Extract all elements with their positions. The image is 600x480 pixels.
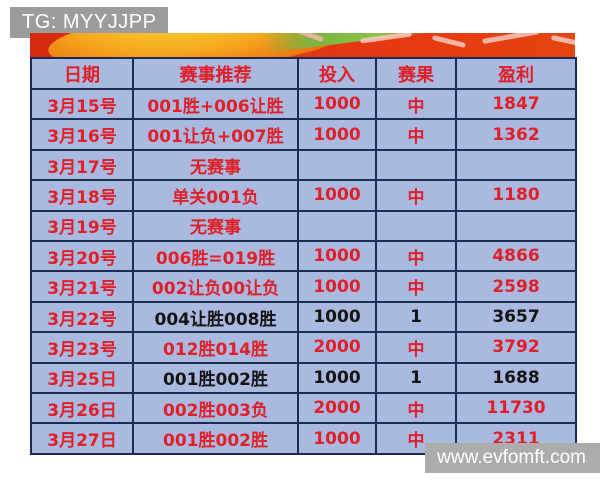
recommendation-cell: 001胜+006让胜 [132, 87, 299, 121]
result-cell: 1 [375, 300, 457, 334]
stake-cell: 1000 [297, 361, 377, 395]
stake-cell: 2000 [297, 331, 377, 364]
recommendation-cell: 001胜002胜 [132, 422, 299, 455]
result-cell: 中 [375, 331, 457, 364]
watermark-url: www.evfomft.com [425, 443, 600, 473]
stake-cell [297, 209, 377, 243]
table-row: 3月16号 001让负+007胜 1000 中 1362 [30, 118, 577, 151]
date-cell: 3月21号 [30, 270, 134, 303]
result-cell: 中 [375, 270, 457, 303]
table-row: 3月23号 012胜014胜 2000 中 3792 [30, 331, 577, 364]
table-row: 3月26日 002胜003负 2000 中 11730 [30, 392, 577, 425]
result-cell: 中 [375, 87, 457, 121]
header-recommendation: 赛事推荐 [132, 57, 299, 90]
profit-cell: 3792 [455, 331, 577, 364]
stake-cell: 1000 [297, 118, 377, 151]
stake-cell: 1000 [297, 422, 377, 455]
recommendation-cell: 无赛事 [132, 209, 299, 243]
table-row: 3月22号 004让胜008胜 1000 1 3657 [30, 300, 577, 334]
profit-cell [455, 209, 577, 243]
header-stake: 投入 [297, 57, 377, 90]
date-cell: 3月15号 [30, 87, 134, 121]
header-date: 日期 [30, 57, 134, 90]
result-cell: 中 [375, 240, 457, 273]
table-row: 3月20号 006胜=019胜 1000 中 4866 [30, 240, 577, 273]
recommendation-cell: 001让负+007胜 [132, 118, 299, 151]
result-cell: 中 [375, 422, 457, 455]
result-cell: 中 [375, 118, 457, 151]
stake-cell: 1000 [297, 87, 377, 121]
stake-cell: 1000 [297, 270, 377, 303]
profit-cell: 3657 [455, 300, 577, 334]
table-body: 3月15号 001胜+006让胜 1000 中 1847 3月16号 001让负+007胜 1… [30, 87, 577, 455]
betting-results-table: 日期 赛事推荐 投入 赛果 盈利 3月15号 001胜+006让胜 1000 中 184… [30, 57, 577, 455]
table-row: 3月17号 无赛事 [30, 148, 577, 182]
profit-cell: 11730 [455, 392, 577, 425]
header-result: 赛果 [375, 57, 457, 90]
result-cell: 1 [375, 361, 457, 395]
date-cell: 3月16号 [30, 118, 134, 151]
profit-cell: 4866 [455, 240, 577, 273]
recommendation-cell: 无赛事 [132, 148, 299, 182]
stake-cell: 1000 [297, 300, 377, 334]
date-cell: 3月25日 [30, 361, 134, 395]
result-cell [375, 148, 457, 182]
profit-cell: 1362 [455, 118, 577, 151]
header-profit: 盈利 [455, 57, 577, 90]
date-cell: 3月19号 [30, 209, 134, 243]
date-cell: 3月26日 [30, 392, 134, 425]
profit-cell: 1847 [455, 87, 577, 121]
table-row: 3月21号 002让负00让负 1000 中 2598 [30, 270, 577, 303]
stake-cell [297, 148, 377, 182]
date-cell: 3月20号 [30, 240, 134, 273]
recommendation-cell: 012胜014胜 [132, 331, 299, 364]
telegram-badge: TG: MYYJJPP [10, 7, 169, 38]
table-row: 3月25日 001胜002胜 1000 1 1688 [30, 361, 577, 395]
result-cell: 中 [375, 179, 457, 212]
table-header-row: 日期 赛事推荐 投入 赛果 盈利 [30, 57, 577, 90]
recommendation-cell: 004让胜008胜 [132, 300, 299, 334]
profit-cell: 2598 [455, 270, 577, 303]
recommendation-cell: 001胜002胜 [132, 361, 299, 395]
decorative-banner [30, 33, 575, 57]
profit-cell [455, 148, 577, 182]
table-row: 3月18号 单关001负 1000 中 1180 [30, 179, 577, 212]
date-cell: 3月22号 [30, 300, 134, 334]
stake-cell: 1000 [297, 240, 377, 273]
recommendation-cell: 006胜=019胜 [132, 240, 299, 273]
banner-brush-stroke [431, 34, 467, 49]
table-row: 3月27日 001胜002胜 1000 中 2311 [30, 422, 577, 455]
result-cell: 中 [375, 392, 457, 425]
stake-cell: 2000 [297, 392, 377, 425]
profit-cell: 1180 [455, 179, 577, 212]
date-cell: 3月17号 [30, 148, 134, 182]
result-cell [375, 209, 457, 243]
table-row: 3月19号 无赛事 [30, 209, 577, 243]
banner-brush-stroke [550, 34, 575, 47]
recommendation-cell: 002胜003负 [132, 392, 299, 425]
date-cell: 3月18号 [30, 179, 134, 212]
recommendation-cell: 002让负00让负 [132, 270, 299, 303]
date-cell: 3月23号 [30, 331, 134, 364]
recommendation-cell: 单关001负 [132, 179, 299, 212]
profit-cell: 1688 [455, 361, 577, 395]
stake-cell: 1000 [297, 179, 377, 212]
date-cell: 3月27日 [30, 422, 134, 455]
banner-brush-stroke [482, 33, 540, 44]
table-row: 3月15号 001胜+006让胜 1000 中 1847 [30, 87, 577, 121]
